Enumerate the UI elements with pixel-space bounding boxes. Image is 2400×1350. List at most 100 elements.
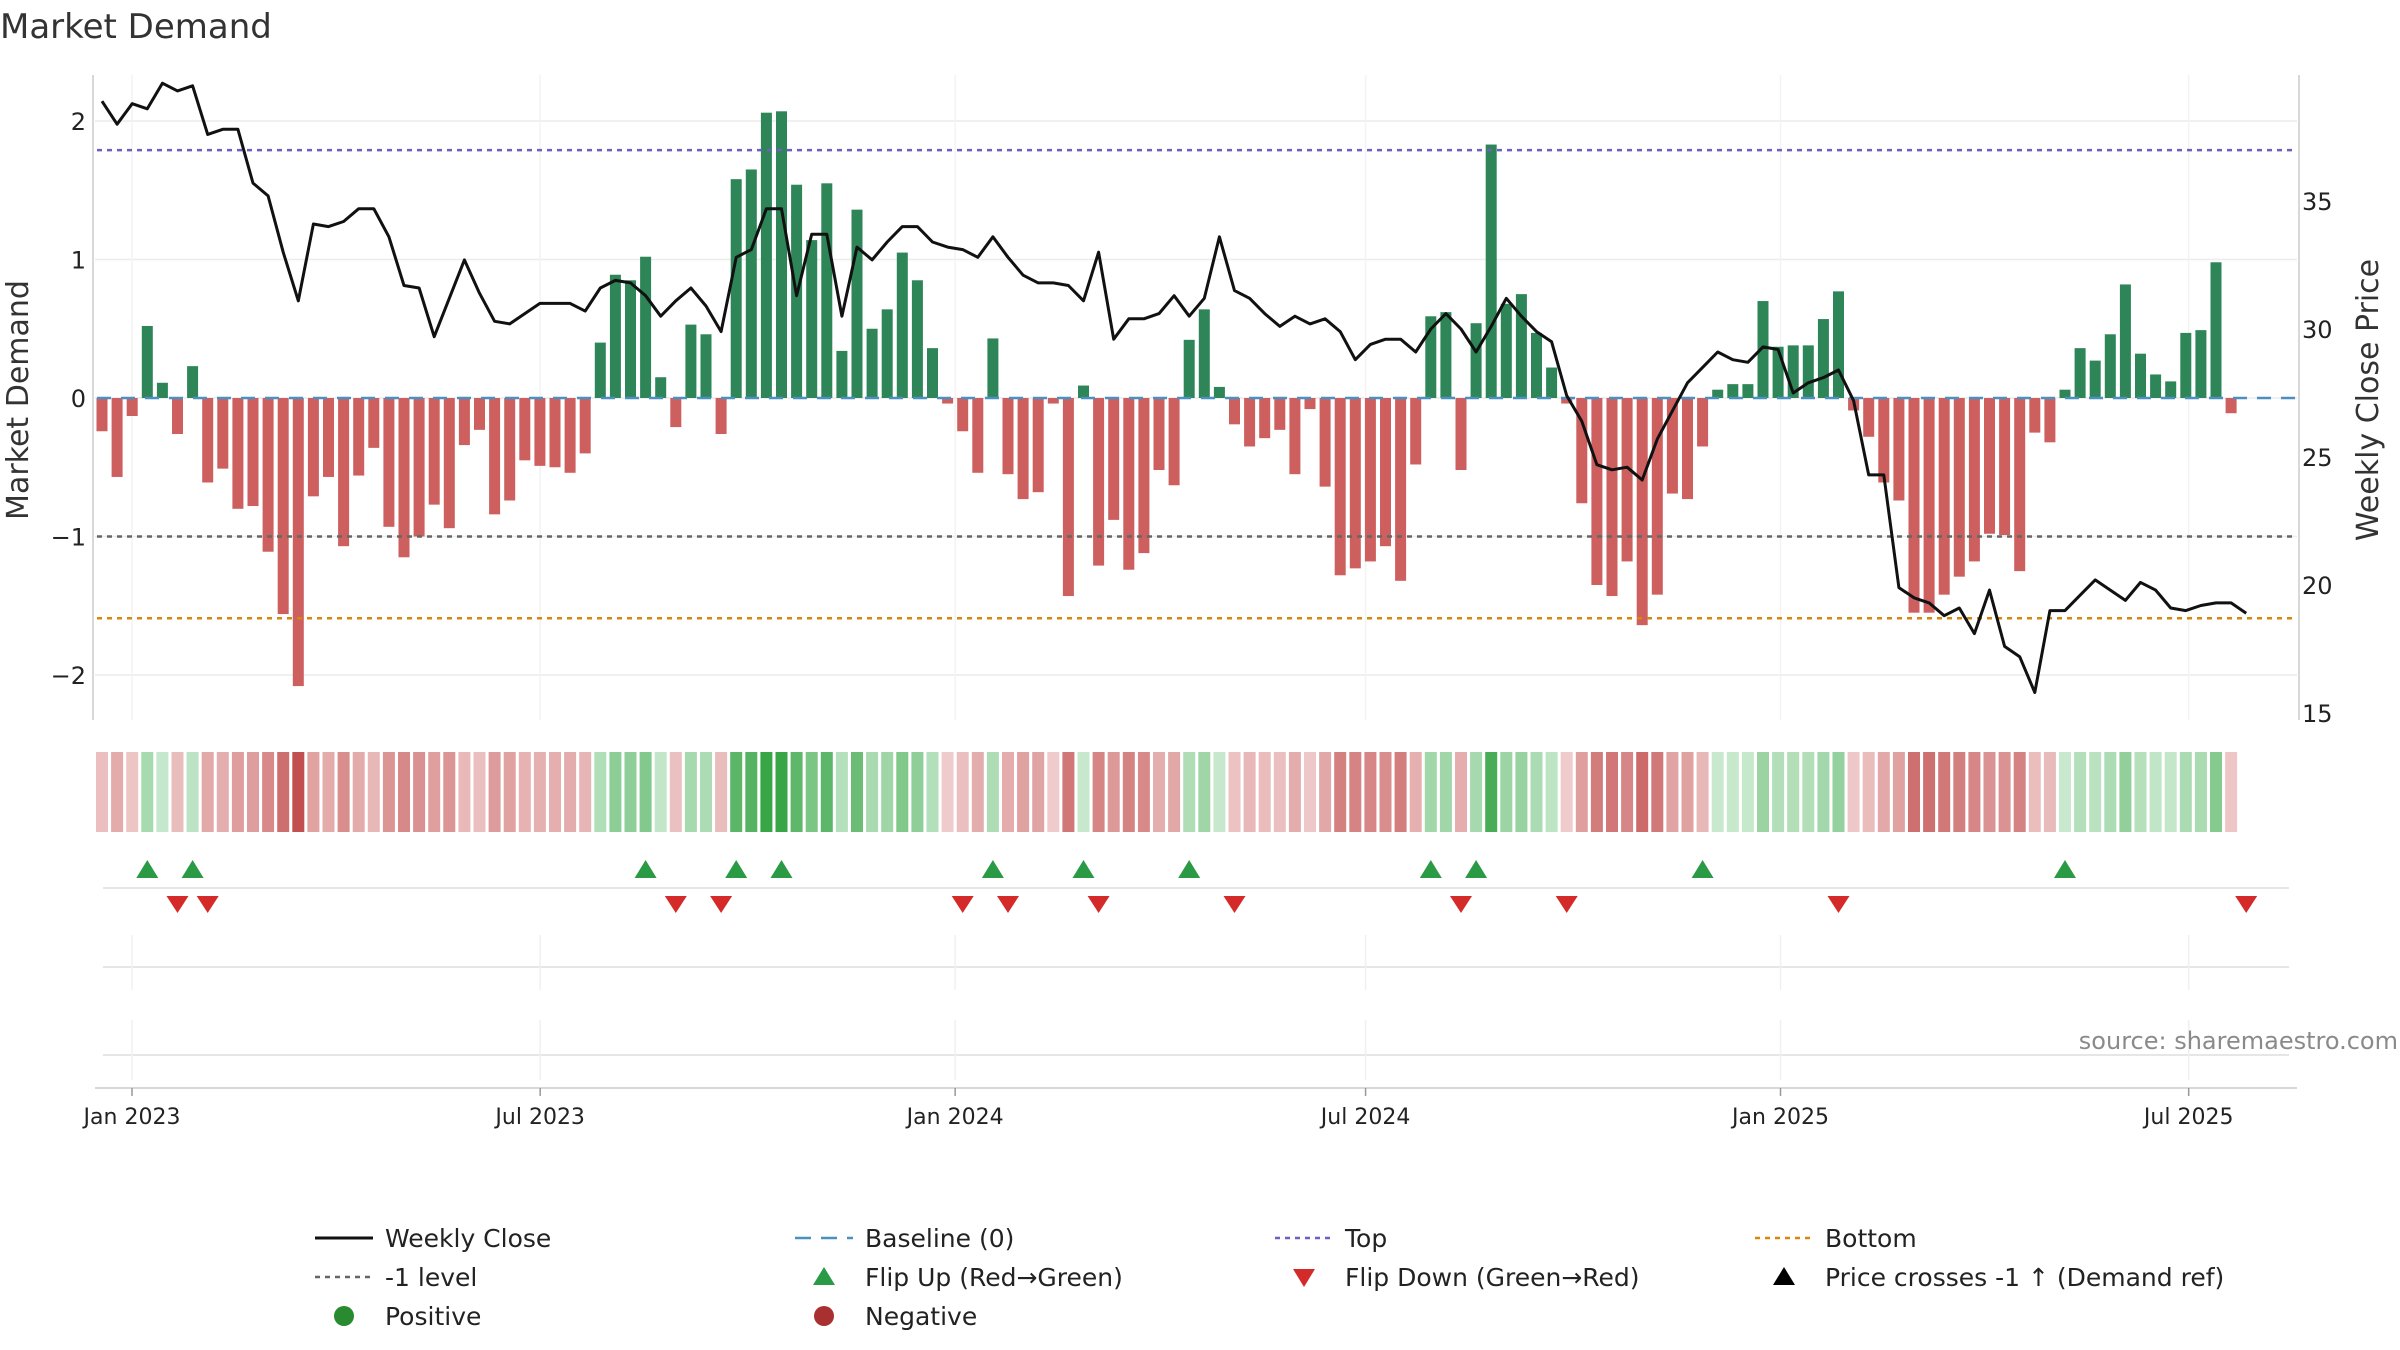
- strength-cell: [1515, 752, 1528, 832]
- demand-bar: [655, 377, 667, 398]
- demand-bar: [187, 366, 199, 398]
- strength-cell: [986, 752, 999, 832]
- strength-cell: [609, 752, 622, 832]
- demand-bar: [1606, 398, 1618, 597]
- right-tick-label: 25: [2302, 444, 2333, 472]
- x-tick-label: Jul 2025: [2142, 1105, 2234, 1130]
- strength-cell: [1530, 752, 1543, 832]
- strength-cell: [1998, 752, 2011, 832]
- strength-cell: [805, 752, 818, 832]
- strength-cell: [1168, 752, 1181, 832]
- demand-bar: [911, 280, 923, 398]
- strength-cell: [1017, 752, 1030, 832]
- strength-cell: [956, 752, 969, 832]
- strength-cell: [1470, 752, 1483, 832]
- demand-bar: [776, 111, 787, 399]
- strength-cell: [760, 752, 773, 832]
- flip-up-marker: [1072, 860, 1095, 878]
- strength-cell: [745, 752, 758, 832]
- demand-bar: [1923, 398, 1935, 613]
- demand-bar: [1833, 291, 1844, 398]
- right-tick-label: 30: [2302, 316, 2333, 344]
- demand-bar: [1999, 398, 2011, 536]
- strength-cell: [1832, 752, 1845, 832]
- strength-cell: [700, 752, 712, 832]
- strength-cell: [1047, 752, 1060, 832]
- strength-cell: [1122, 752, 1135, 832]
- demand-bar: [670, 398, 682, 428]
- x-tick-label: Jul 2023: [493, 1105, 585, 1130]
- strength-cell: [1153, 752, 1165, 832]
- strength-cell: [413, 752, 426, 832]
- demand-bar: [1062, 398, 1074, 597]
- demand-bar: [1183, 339, 1195, 398]
- strength-cell: [1183, 752, 1196, 832]
- demand-bar: [2029, 398, 2041, 433]
- legend-label: Bottom: [1825, 1224, 1917, 1253]
- legend-item: Flip Up (Red→Green): [813, 1263, 1123, 1292]
- strength-cell: [1938, 752, 1951, 832]
- demand-bar: [156, 382, 168, 398]
- strength-cell: [1681, 752, 1694, 832]
- demand-bar: [866, 328, 878, 398]
- strength-cell: [1983, 752, 1996, 832]
- x-tick-label: Jul 2024: [1319, 1105, 1411, 1130]
- x-tick-label: Jan 2025: [1730, 1105, 1829, 1130]
- demand-bar: [1757, 301, 1769, 398]
- demand-bar: [1078, 385, 1089, 398]
- strength-cell: [518, 752, 531, 832]
- demand-bar: [1002, 398, 1014, 475]
- legend-item: Weekly Close: [315, 1224, 551, 1253]
- strength-cell: [669, 752, 682, 832]
- strength-cell: [1772, 752, 1785, 832]
- legend-item: Baseline (0): [795, 1224, 1014, 1253]
- empty-marker-lanes: [103, 935, 2289, 1080]
- left-tick-label: 2: [71, 108, 86, 136]
- demand-bar: [1334, 398, 1346, 576]
- demand-bar: [1047, 398, 1059, 404]
- strength-cell: [96, 752, 108, 832]
- demand-bar: [685, 324, 697, 398]
- demand-bar: [1546, 367, 1558, 398]
- demand-bar: [1908, 398, 1920, 613]
- legend-label: Weekly Close: [385, 1224, 551, 1253]
- demand-bar: [1636, 398, 1648, 626]
- right-axis-ticks: 35 30 25 20 15: [2302, 188, 2333, 728]
- flip-down-marker: [1555, 896, 1578, 913]
- strength-cell: [1651, 752, 1664, 832]
- demand-bar: [1017, 398, 1029, 500]
- demand-bar: [534, 398, 546, 466]
- demand-bar: [1984, 398, 1995, 534]
- x-axis: Jan 2023 Jul 2023 Jan 2024 Jul 2024 Jan 2025…: [82, 1087, 2297, 1130]
- demand-bar: [1470, 323, 1482, 398]
- demand-bar: [609, 274, 621, 398]
- legend-label: Positive: [385, 1302, 481, 1331]
- demand-bar: [625, 280, 636, 398]
- strength-cell: [1787, 752, 1800, 832]
- strength-cell: [111, 752, 124, 832]
- strength-cell: [1107, 752, 1120, 832]
- chart-title: Market Demand: [0, 7, 272, 47]
- demand-bar: [1274, 398, 1286, 430]
- strength-cell: [262, 752, 275, 832]
- demand-bar: [1576, 398, 1588, 504]
- demand-bar: [96, 398, 108, 432]
- strength-cell: [1409, 752, 1422, 832]
- demand-bar: [1878, 398, 1890, 483]
- strength-cell: [1847, 752, 1860, 832]
- strength-cell: [1500, 752, 1513, 832]
- flip-down-marker: [997, 896, 1019, 913]
- strength-cell: [322, 752, 335, 832]
- demand-bar: [1304, 398, 1316, 410]
- strength-cell: [1590, 752, 1603, 832]
- left-tick-label: 0: [71, 385, 86, 413]
- strength-cell: [201, 752, 214, 832]
- demand-bar: [1244, 398, 1256, 447]
- legend: Weekly Close Baseline (0) Top Bottom -1 leve…: [315, 1224, 2224, 1331]
- demand-bar: [172, 398, 183, 435]
- demand-bar: [443, 398, 455, 529]
- flip-up-marker: [1465, 860, 1488, 878]
- strength-cell: [1877, 752, 1890, 832]
- demand-bar: [1410, 398, 1422, 465]
- flip-up-marker: [770, 860, 793, 878]
